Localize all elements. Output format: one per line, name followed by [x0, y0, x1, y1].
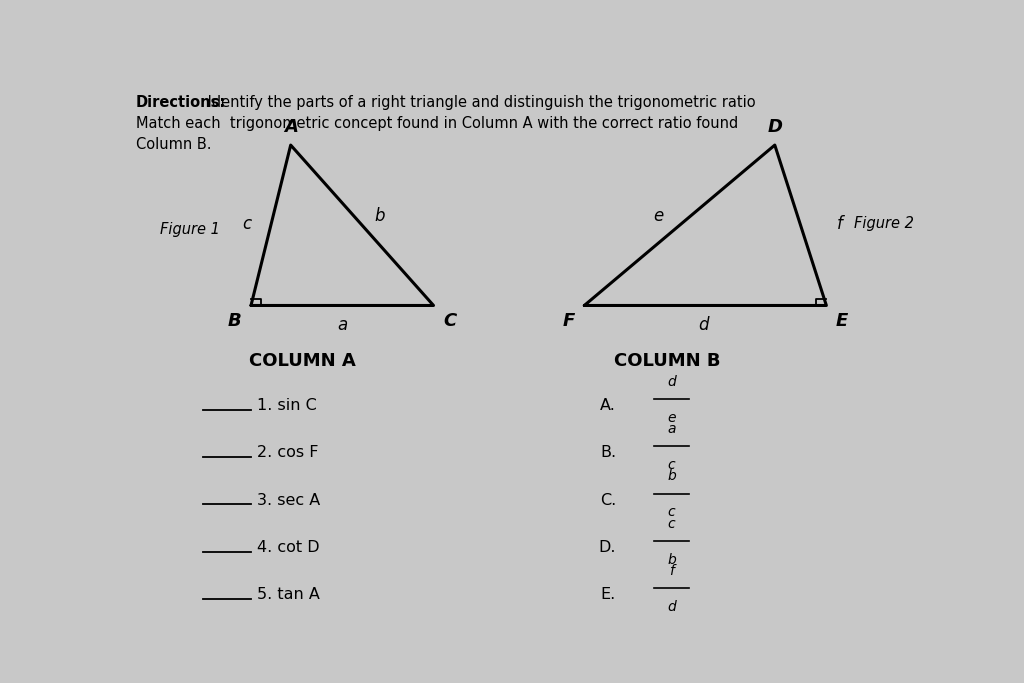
Text: B: B: [227, 311, 242, 330]
Text: D.: D.: [599, 540, 616, 555]
Text: d: d: [698, 316, 709, 334]
Text: d: d: [668, 600, 676, 614]
Text: b: b: [374, 207, 385, 225]
Text: b: b: [668, 553, 676, 567]
Text: c: c: [668, 458, 676, 472]
Text: D: D: [767, 117, 782, 136]
Text: d: d: [668, 374, 676, 389]
Text: e: e: [653, 207, 664, 225]
Text: f: f: [669, 564, 674, 578]
Text: Figure 1: Figure 1: [160, 222, 219, 237]
Text: Directions:: Directions:: [136, 95, 226, 110]
Text: b: b: [668, 469, 676, 484]
Text: Figure 2: Figure 2: [854, 217, 914, 232]
Text: Column B.: Column B.: [136, 137, 211, 152]
Text: A: A: [284, 117, 298, 136]
Text: 1. sin C: 1. sin C: [257, 398, 317, 413]
Text: Identify the parts of a right triangle and distinguish the trigonometric ratio: Identify the parts of a right triangle a…: [204, 95, 756, 110]
Text: a: a: [337, 316, 347, 334]
Text: 2. cos F: 2. cos F: [257, 445, 318, 460]
Text: COLUMN B: COLUMN B: [614, 352, 721, 370]
Text: c: c: [668, 516, 676, 531]
Text: C.: C.: [600, 492, 616, 507]
Text: f: f: [837, 215, 843, 233]
Text: 5. tan A: 5. tan A: [257, 587, 321, 602]
Text: c: c: [668, 505, 676, 519]
Text: Match each  trigonometric concept found in Column A with the correct ratio found: Match each trigonometric concept found i…: [136, 116, 738, 131]
Text: COLUMN A: COLUMN A: [249, 352, 356, 370]
Text: B.: B.: [600, 445, 616, 460]
Text: 4. cot D: 4. cot D: [257, 540, 319, 555]
Text: 3. sec A: 3. sec A: [257, 492, 321, 507]
Text: F: F: [562, 311, 574, 330]
Text: a: a: [668, 422, 676, 436]
Text: c: c: [242, 215, 251, 233]
Text: E: E: [836, 311, 848, 330]
Text: E.: E.: [601, 587, 616, 602]
Text: e: e: [668, 410, 676, 425]
Text: C: C: [443, 311, 457, 330]
Text: A.: A.: [600, 398, 616, 413]
